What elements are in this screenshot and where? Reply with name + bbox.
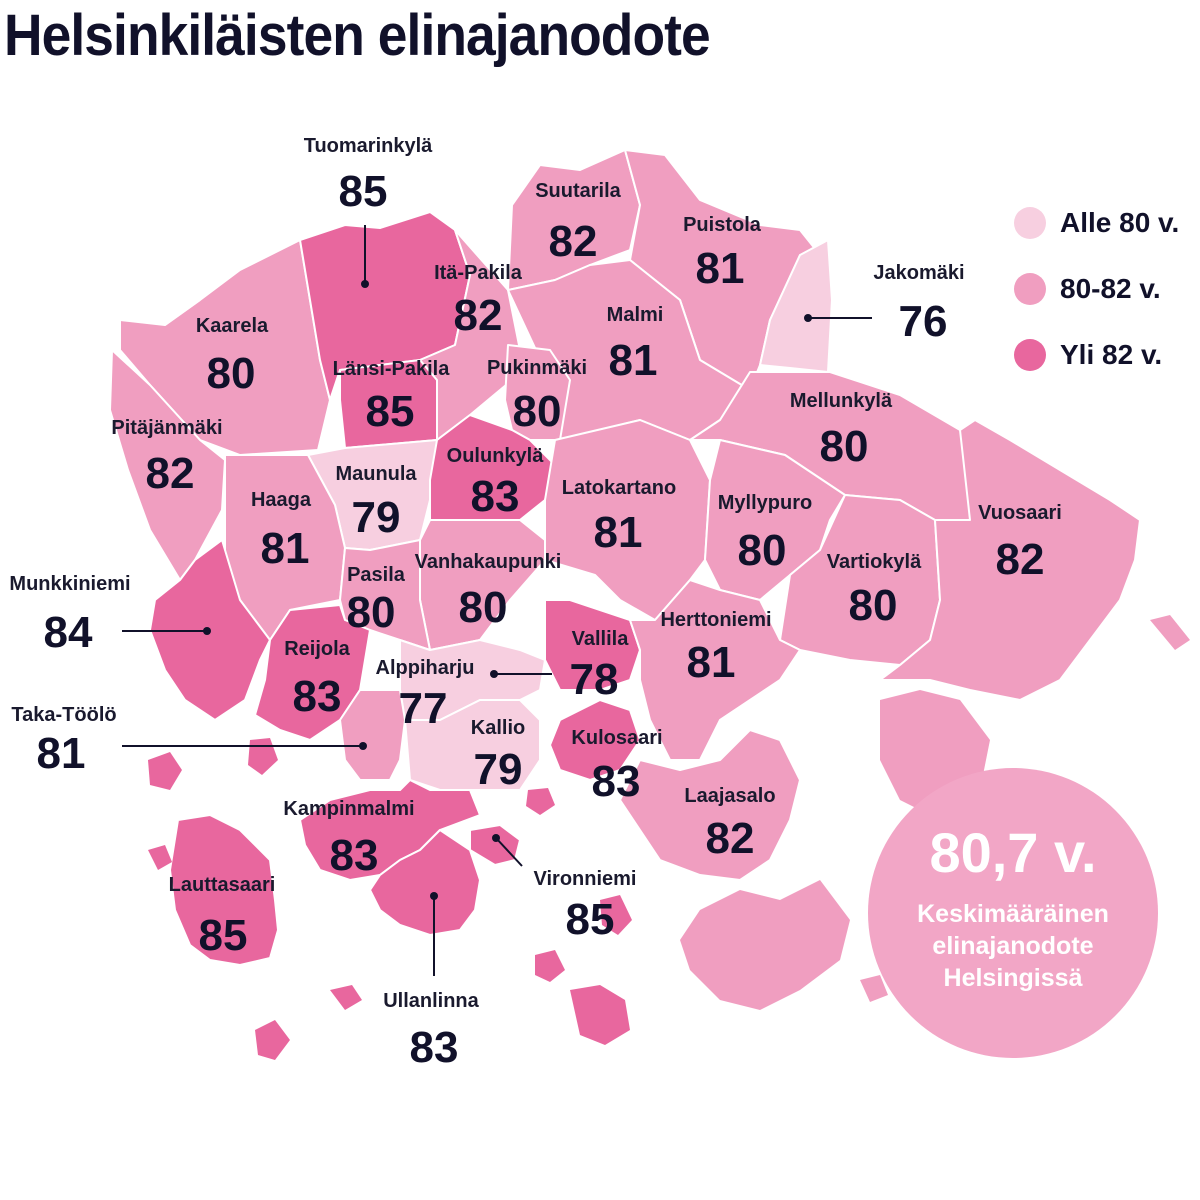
label-name-haaga: Haaga [251, 489, 312, 511]
label-name-munkkiniemi: Munkkiniemi [9, 573, 130, 595]
label-value-kampinmalmi: 83 [330, 831, 379, 880]
label-name-malmi: Malmi [607, 304, 664, 326]
label-value-vanhakaupunki: 80 [459, 583, 508, 632]
legend-swatch-light [1014, 207, 1046, 239]
label-value-vironniemi: 85 [566, 895, 615, 944]
label-name-kulosaari: Kulosaari [571, 727, 662, 749]
legend-label: 80-82 v. [1060, 273, 1161, 304]
label-name-lauttasaari: Lauttasaari [169, 874, 276, 896]
label-name-vartiokyla: Vartiokylä [827, 551, 922, 573]
label-value-reijola: 83 [293, 672, 342, 721]
label-name-mellunkyla: Mellunkylä [790, 390, 893, 412]
label-name-laajasalo: Laajasalo [684, 785, 775, 807]
label-name-vanhakaupunki: Vanhakaupunki [415, 551, 562, 573]
label-name-kampinmalmi: Kampinmalmi [283, 798, 414, 820]
label-value-munkkiniemi: 84 [44, 608, 93, 657]
district-area-pukinmaki[interactable] [504, 344, 571, 441]
label-name-vuosaari: Vuosaari [978, 502, 1062, 524]
label-name-pasila: Pasila [347, 564, 406, 586]
legend-item-80-82: 80-82 v. [1014, 256, 1179, 322]
label-name-maunula: Maunula [335, 463, 417, 485]
label-name-ullanlinna: Ullanlinna [383, 990, 479, 1012]
district-area-vartiokyla[interactable] [779, 494, 941, 666]
label-value-lauttasaari: 85 [199, 911, 248, 960]
label-name-lansi-pakila: Länsi-Pakila [333, 358, 451, 380]
leader-lines [122, 225, 872, 976]
legend-item-over-82: Yli 82 v. [1014, 322, 1179, 388]
district-area-kulosaari[interactable] [549, 699, 641, 781]
average-value: 80,7 v. [929, 821, 1097, 884]
label-name-vironniemi: Vironniemi [534, 868, 637, 890]
label-value-puistola: 81 [696, 244, 745, 293]
district-area-laajasalo[interactable] [619, 729, 801, 881]
legend-swatch-dark [1014, 339, 1046, 371]
label-name-alppiharju: Alppiharju [376, 657, 475, 679]
label-value-suutarila: 82 [549, 217, 598, 266]
label-value-oulunkyla: 83 [471, 472, 520, 521]
district-area-herttoniemi[interactable] [629, 579, 801, 761]
district-area-jakomaki[interactable] [759, 239, 833, 373]
label-value-kaarela: 80 [207, 349, 256, 398]
label-name-kaarela: Kaarela [196, 315, 269, 337]
label-name-reijola: Reijola [284, 638, 350, 660]
legend-label: Alle 80 v. [1060, 207, 1180, 238]
label-value-latokartano: 81 [594, 508, 643, 557]
label-value-ullanlinna: 83 [410, 1023, 459, 1072]
average-caption: Keskimääräinen elinajanodote Helsingissä [917, 900, 1109, 992]
district-area-lauttasaari[interactable] [169, 814, 279, 966]
label-value-laajasalo: 82 [706, 814, 755, 863]
district-labels: Tuomarinkylä 85 Suutarila 82 Puistola 81… [9, 135, 1061, 1072]
legend-label: Yli 82 v. [1060, 339, 1163, 370]
district-area-kampinmalmi[interactable] [299, 779, 481, 881]
label-name-jakomaki: Jakomäki [873, 262, 964, 284]
label-value-vallila: 78 [570, 655, 619, 704]
label-value-alppiharju: 77 [399, 684, 448, 733]
label-value-tuomarinkyla: 85 [339, 167, 388, 216]
label-name-vallila: Vallila [572, 628, 630, 650]
label-value-kulosaari: 83 [592, 757, 641, 806]
label-name-oulunkyla: Oulunkylä [447, 445, 545, 467]
label-name-latokartano: Latokartano [562, 477, 676, 499]
label-value-pasila: 80 [347, 588, 396, 637]
district-area-vallila[interactable] [544, 599, 641, 691]
district-area-ullanlinna[interactable] [369, 829, 481, 936]
label-value-pitajanmaki: 82 [146, 449, 195, 498]
label-value-haaga: 81 [261, 524, 310, 573]
district-area-vuosaari[interactable] [879, 419, 1141, 701]
legend-swatch-mid [1014, 273, 1046, 305]
label-value-pukinmaki: 80 [513, 387, 562, 436]
label-value-malmi: 81 [609, 336, 658, 385]
label-value-herttoniemi: 81 [687, 638, 736, 687]
district-area-vironniemi[interactable] [469, 824, 521, 866]
label-name-ita-pakila: Itä-Pakila [434, 262, 523, 284]
label-name-taka-toolo: Taka-Töölö [11, 704, 116, 726]
label-value-ita-pakila: 82 [454, 291, 503, 340]
label-value-jakomaki: 76 [899, 297, 948, 346]
label-value-vartiokyla: 80 [849, 581, 898, 630]
label-name-suutarila: Suutarila [535, 180, 621, 202]
legend: Alle 80 v. 80-82 v. Yli 82 v. [1014, 190, 1179, 388]
average-badge: 80,7 v. Keskimääräinen elinajanodote Hel… [868, 768, 1158, 1058]
legend-item-under-80: Alle 80 v. [1014, 190, 1179, 256]
page-title: Helsinkiläisten elinajanodote [4, 3, 711, 68]
district-area-reijola[interactable] [254, 604, 371, 741]
label-value-taka-toolo: 81 [37, 729, 86, 778]
label-name-herttoniemi: Herttoniemi [660, 609, 771, 631]
label-name-pukinmaki: Pukinmäki [487, 357, 587, 379]
label-value-mellunkyla: 80 [820, 422, 869, 471]
label-value-kallio: 79 [474, 745, 523, 794]
label-name-pitajanmaki: Pitäjänmäki [111, 417, 222, 439]
label-name-kallio: Kallio [471, 717, 525, 739]
label-value-vuosaari: 82 [996, 535, 1045, 584]
district-area-taka-toolo[interactable] [339, 689, 406, 781]
label-name-myllypuro: Myllypuro [718, 492, 812, 514]
label-value-myllypuro: 80 [738, 526, 787, 575]
district-area-kallio[interactable] [404, 699, 541, 791]
label-value-lansi-pakila: 85 [366, 387, 415, 436]
label-name-tuomarinkyla: Tuomarinkylä [304, 135, 433, 157]
label-name-puistola: Puistola [683, 214, 762, 236]
label-value-maunula: 79 [352, 493, 401, 542]
